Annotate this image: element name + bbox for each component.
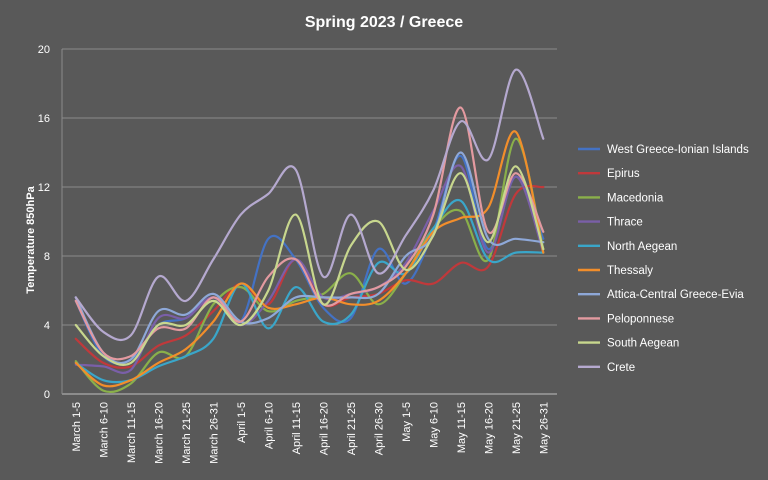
legend-label-thrace: Thrace: [607, 217, 643, 229]
y-tick-label: 8: [44, 251, 50, 263]
x-tick-label: May 1-5: [401, 402, 413, 442]
x-tick-label: April 21-25: [346, 402, 358, 455]
y-tick-label: 12: [38, 182, 50, 194]
series-line-peloponnese: [74, 106, 545, 361]
y-tick-label: 0: [44, 389, 50, 401]
x-tick-label: March 21-25: [181, 402, 193, 464]
x-tick-label: March 26-31: [208, 402, 220, 464]
series-line-crete: [74, 68, 545, 342]
legend-label-epirus: Epirus: [607, 168, 640, 180]
x-tick-label: May 6-10: [428, 402, 440, 448]
legend-label-west-greece-ionian-islands: West Greece-Ionian Islands: [607, 144, 749, 156]
y-axis-title: Temperature 850hPa: [25, 185, 37, 293]
y-tick-label: 4: [44, 320, 50, 332]
x-tick-label: May 16-20: [483, 402, 495, 454]
x-tick-label: March 1-5: [71, 402, 83, 452]
x-tick-label: March 16-20: [153, 402, 165, 464]
x-tick-label: April 16-20: [318, 402, 330, 455]
legend-label-thessaly: Thessaly: [607, 265, 653, 277]
series-line-north-aegean: [74, 198, 545, 384]
legend-label-north-aegean: North Aegean: [607, 241, 677, 253]
x-tick-label: March 6-10: [98, 402, 110, 458]
y-tick-labels: 0 4 8 12 16 20: [38, 44, 50, 401]
legend-label-south-aegean: South Aegean: [607, 338, 679, 350]
legend-label-peloponnese: Peloponnese: [607, 313, 674, 325]
x-tick-label: April 26-30: [373, 402, 385, 455]
y-tick-label: 20: [38, 44, 50, 56]
y-tick-label: 16: [38, 113, 50, 125]
x-tick-label: April 1-5: [236, 402, 248, 443]
legend: West Greece-Ionian Islands Epirus Macedoni…: [578, 144, 749, 374]
series-line-south-aegean: [74, 165, 545, 367]
x-tick-label: May 21-25: [511, 402, 523, 454]
x-tick-label: April 6-10: [263, 402, 275, 449]
x-tick-label: March 11-15: [126, 402, 138, 463]
legend-label-attica-central-greece-evia: Attica-Central Greece-Evia: [607, 289, 744, 301]
series-lines: [74, 68, 545, 394]
x-tick-label: May 26-31: [538, 402, 550, 454]
legend-label-crete: Crete: [607, 362, 635, 374]
x-tick-label: April 11-15: [291, 402, 303, 454]
x-tick-labels: March 1-5 March 6-10 March 11-15 March 16-2…: [71, 402, 551, 464]
legend-label-macedonia: Macedonia: [607, 192, 664, 204]
x-tick-label: May 11-15: [456, 402, 468, 453]
series-line-macedonia: [74, 137, 545, 394]
chart-title: Spring 2023 / Greece: [305, 14, 463, 31]
